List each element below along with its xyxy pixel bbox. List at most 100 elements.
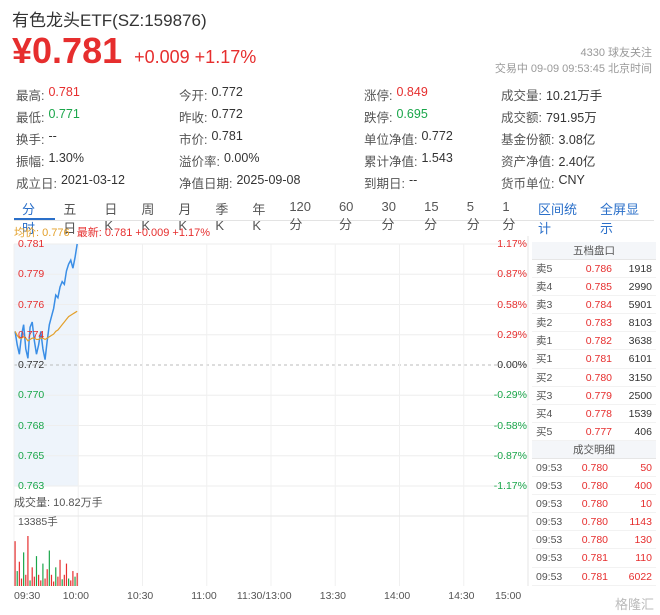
stat-cell: 最高: 0.781 (16, 85, 179, 104)
y-tick-left: 0.779 (18, 268, 45, 281)
stat-key: 昨收: (179, 110, 208, 125)
stat-value: 0.772 (211, 106, 243, 121)
stat-key: 单位净值: (364, 132, 418, 147)
trade-time: 09:53 (536, 570, 563, 583)
order-level: 买1 (536, 353, 553, 366)
order-price: 0.780 (585, 371, 612, 384)
trade-price: 0.780 (581, 498, 608, 511)
stat-key: 到期日: (364, 176, 405, 191)
x-tick: 14:30 (448, 590, 475, 602)
price-row: ¥0.781 +0.009 +1.17% (12, 30, 256, 74)
current-price: ¥0.781 (12, 30, 123, 71)
y-tick-right: -0.58% (493, 419, 527, 432)
order-volume: 5901 (628, 299, 652, 312)
tab-0[interactable]: 分时 (14, 197, 56, 236)
order-volume: 406 (634, 425, 652, 438)
tab-5[interactable]: 季K (215, 202, 229, 233)
trade-row: 09:53 0.780 1143 (532, 513, 656, 532)
stat-cell: 今开: 0.772 (179, 85, 364, 104)
trade-volume: 6022 (628, 570, 652, 583)
order-price: 0.777 (585, 425, 612, 438)
order-price: 0.786 (585, 263, 612, 275)
x-tick: 09:30 (14, 590, 41, 602)
trade-row: 09:53 0.780 130 (532, 531, 656, 550)
x-tick: 14:00 (384, 590, 411, 602)
tab-9[interactable]: 30分 (381, 199, 397, 232)
tab-10[interactable]: 15分 (424, 199, 439, 232)
stat-value: 3.08亿 (558, 132, 596, 147)
stat-cell: 净值日期: 2025-09-08 (179, 173, 364, 192)
stat-cell: 跌停: 0.695 (364, 107, 501, 126)
stat-value: 2025-09-08 (236, 172, 301, 187)
x-tick: 11:30/13:00 (236, 590, 292, 602)
range-stats-link[interactable]: 区间统计 (537, 202, 577, 236)
order-book-row: 卖2 0.783 8103 (532, 314, 656, 333)
order-price: 0.781 (585, 353, 612, 366)
stat-value: 1.30% (48, 150, 84, 165)
tab-links: 区间统计 全屏显示 (530, 197, 654, 236)
stat-value: 0.772 (211, 84, 243, 99)
tab-8[interactable]: 60分 (338, 199, 354, 232)
stat-key: 成立日: (16, 176, 57, 191)
trade-row: 09:53 0.781 6022 (532, 568, 656, 586)
fullscreen-link[interactable]: 全屏显示 (599, 202, 639, 236)
y-tick-left: 0.776 (18, 298, 45, 311)
tab-3[interactable]: 周K (141, 202, 155, 233)
order-level: 买2 (536, 371, 553, 384)
stat-key: 最高: (16, 88, 45, 103)
y-tick-left: 0.781 (18, 238, 45, 250)
x-tick: 13:30 (319, 590, 347, 602)
intraday-chart[interactable] (0, 236, 530, 596)
y-tick-right: -0.29% (493, 389, 527, 402)
avg-price-line (14, 310, 78, 342)
trade-volume: 50 (640, 461, 652, 474)
y-tick-right: 0.58% (497, 298, 527, 311)
stat-cell: 货币单位: CNY (501, 173, 656, 192)
tab-12[interactable]: 1分 (502, 199, 516, 232)
stat-value: 0.771 (48, 106, 80, 121)
order-price: 0.779 (585, 389, 612, 402)
tab-2[interactable]: 日K (104, 202, 118, 233)
stat-value: 0.00% (223, 150, 260, 165)
stat-key: 溢价率: (179, 154, 220, 169)
stat-cell: 换手: -- (16, 129, 179, 148)
x-tick: 15:00 (495, 590, 522, 602)
order-book-row: 买4 0.778 1539 (532, 405, 656, 423)
stat-value: CNY (558, 172, 585, 187)
stat-cell: 市价: 0.781 (179, 129, 364, 148)
stat-key: 净值日期: (179, 176, 233, 191)
follower-count[interactable]: 4330 球友关注 (580, 47, 652, 59)
stats-grid: 最高: 0.781 今开: 0.772 涨停: 0.849 成交量: 10.21万手 最低: 0.… (16, 83, 656, 193)
tab-11[interactable]: 5分 (466, 199, 480, 232)
order-price: 0.783 (585, 317, 612, 330)
stat-key: 今开: (179, 88, 208, 103)
order-book-row: 买2 0.780 3150 (532, 369, 656, 387)
tab-1[interactable]: 五日 (63, 202, 77, 236)
stat-value: 10.21万手 (545, 88, 603, 103)
order-volume: 2990 (628, 281, 652, 294)
tab-6[interactable]: 年K (252, 202, 266, 233)
stat-key: 涨停: (364, 88, 393, 103)
y-tick-right: 0.29% (497, 328, 527, 341)
x-tick: 10:30 (127, 590, 154, 602)
y-tick-right: 1.17% (497, 238, 527, 250)
y-tick-left: 0.763 (18, 480, 45, 492)
x-tick: 10:00 (62, 590, 90, 602)
order-book-row: 卖4 0.785 2990 (532, 278, 656, 297)
stat-value: 2021-03-12 (60, 172, 125, 187)
stats-row: 振幅: 1.30% 溢价率: 0.00% 累计净值: 1.543 资产净值: 2.40亿 (16, 149, 656, 171)
y-tick-right: -0.87% (493, 449, 527, 462)
order-level: 买3 (536, 389, 553, 402)
order-price: 0.784 (585, 299, 612, 312)
stats-row: 最高: 0.781 今开: 0.772 涨停: 0.849 成交量: 10.21万手 (16, 83, 656, 105)
trade-status: 交易中 09-09 09:53:45 北京时间 (494, 63, 652, 75)
tab-7[interactable]: 120分 (289, 199, 312, 232)
stat-cell: 昨收: 0.772 (179, 107, 364, 126)
trade-time: 09:53 (536, 480, 563, 493)
tab-4[interactable]: 月K (178, 202, 192, 233)
stat-cell: 到期日: -- (364, 173, 501, 192)
volume-max-label: 13385手 (18, 516, 58, 528)
y-tick-right: 0.00% (497, 359, 527, 371)
stat-cell: 单位净值: 0.772 (364, 129, 501, 148)
fund-title: 有色龙头ETF(SZ:159876) (12, 11, 207, 30)
